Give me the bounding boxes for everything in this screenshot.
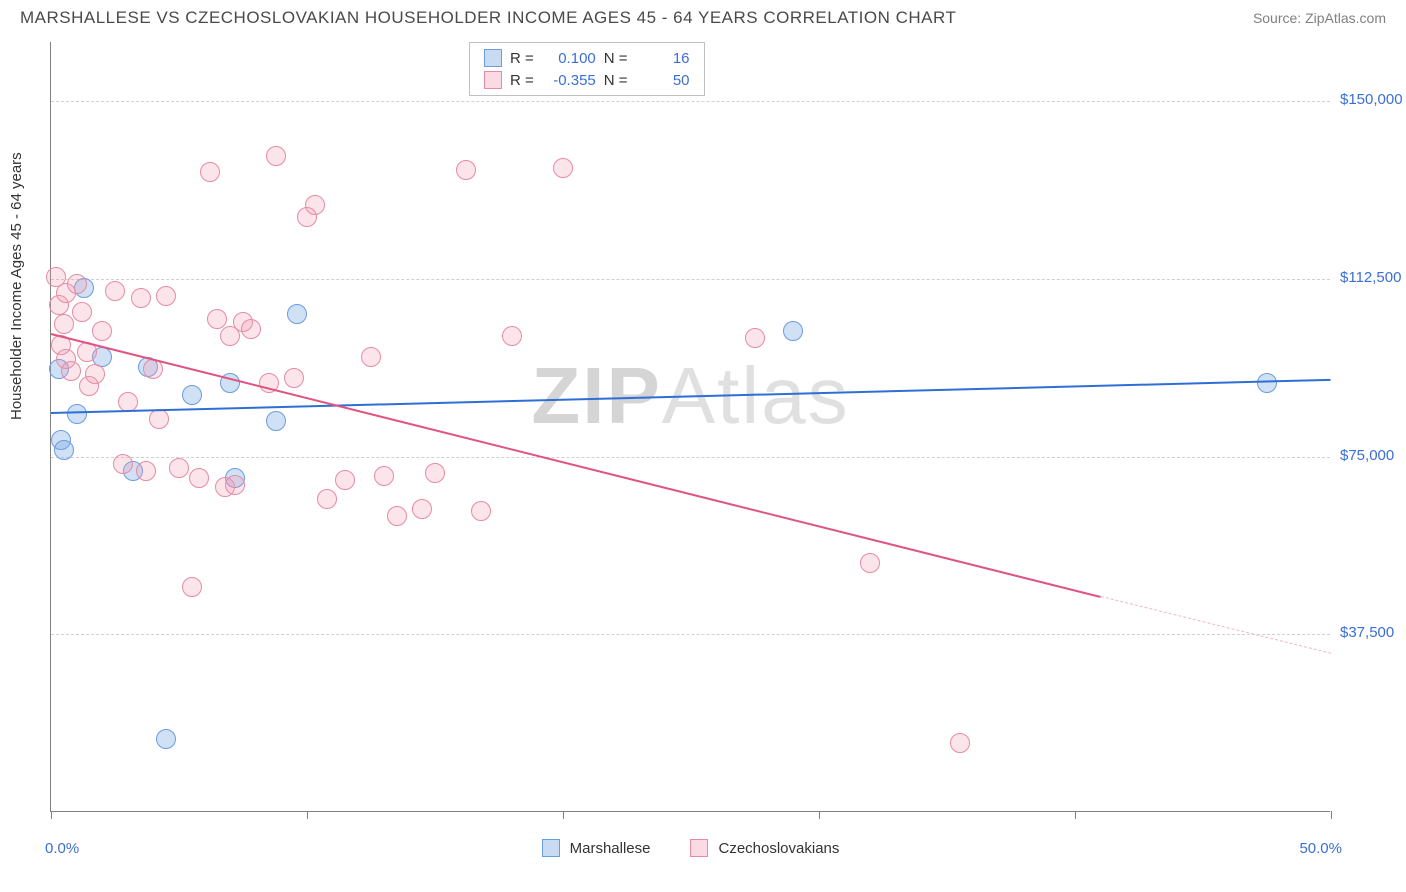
x-tick [51,811,52,819]
x-tick [1331,811,1332,819]
stats-row-czech: R = -0.355 N = 50 [470,69,704,91]
x-tick [307,811,308,819]
legend-label: Marshallese [570,840,651,857]
data-point [361,347,381,367]
data-point [502,326,522,346]
data-point [136,461,156,481]
legend-item-czech: Czechoslovakians [690,839,839,857]
data-point [456,160,476,180]
legend-item-marshallese: Marshallese [542,839,651,857]
data-point [189,468,209,488]
data-point [156,286,176,306]
data-point [131,288,151,308]
data-point [54,440,74,460]
legend-label: Czechoslovakians [718,840,839,857]
y-axis-label: Householder Income Ages 45 - 64 years [8,152,25,420]
data-point [950,733,970,753]
trend-line [1100,596,1331,654]
data-point [412,499,432,519]
data-point [284,368,304,388]
swatch-pink [690,839,708,857]
data-point [169,458,189,478]
x-tick [819,811,820,819]
data-point [1257,373,1277,393]
data-point [182,577,202,597]
series-legend: Marshallese Czechoslovakians [51,839,1330,857]
stats-row-marshallese: R = 0.100 N = 16 [470,47,704,69]
data-point [182,385,202,405]
chart-title: MARSHALLESE VS CZECHOSLOVAKIAN HOUSEHOLD… [20,8,956,28]
data-point [54,314,74,334]
data-point [156,729,176,749]
chart-plot-area: ZIPAtlas R = 0.100 N = 16 R = -0.355 N =… [50,42,1330,812]
data-point [471,501,491,521]
data-point [225,475,245,495]
x-axis-label: 0.0% [45,840,79,857]
data-point [61,361,81,381]
chart-header: MARSHALLESE VS CZECHOSLOVAKIAN HOUSEHOLD… [0,0,1406,32]
data-point [745,328,765,348]
gridline [51,457,1330,458]
swatch-blue [484,49,502,67]
y-tick-label: $75,000 [1340,447,1406,464]
y-tick-label: $150,000 [1340,91,1406,108]
data-point [387,506,407,526]
data-point [200,162,220,182]
gridline [51,279,1330,280]
swatch-blue [542,839,560,857]
data-point [241,319,261,339]
data-point [783,321,803,341]
data-point [67,274,87,294]
data-point [72,302,92,322]
data-point [317,489,337,509]
trend-line [51,378,1331,413]
y-tick-label: $112,500 [1340,269,1406,286]
data-point [85,364,105,384]
x-tick [1075,811,1076,819]
data-point [92,321,112,341]
x-axis-label: 50.0% [1299,840,1342,857]
x-tick [563,811,564,819]
data-point [67,404,87,424]
data-point [374,466,394,486]
stats-legend: R = 0.100 N = 16 R = -0.355 N = 50 [469,42,705,96]
data-point [266,146,286,166]
data-point [553,158,573,178]
gridline [51,634,1330,635]
trend-line [51,333,1101,598]
data-point [113,454,133,474]
swatch-pink [484,71,502,89]
data-point [266,411,286,431]
data-point [305,195,325,215]
data-point [149,409,169,429]
data-point [425,463,445,483]
data-point [335,470,355,490]
source-label: Source: ZipAtlas.com [1253,10,1386,26]
gridline [51,101,1330,102]
data-point [287,304,307,324]
y-tick-label: $37,500 [1340,624,1406,641]
data-point [860,553,880,573]
data-point [105,281,125,301]
